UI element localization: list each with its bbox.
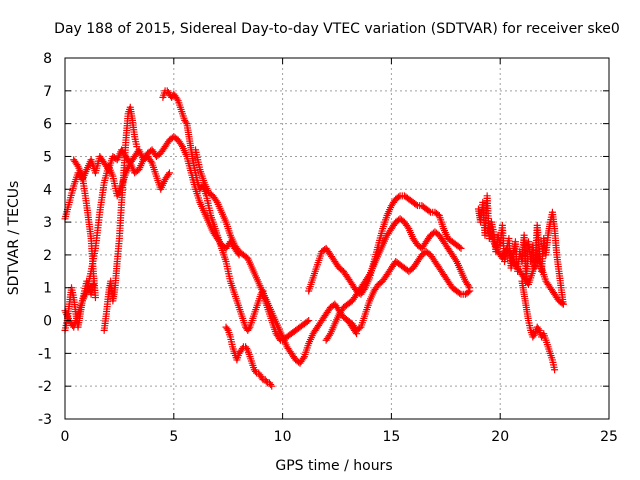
data-point — [164, 171, 172, 179]
series-track-c — [61, 277, 97, 334]
data-point — [530, 331, 538, 339]
data-point — [268, 382, 276, 390]
data-point — [465, 282, 473, 290]
data-point — [267, 381, 275, 389]
data-point — [133, 143, 141, 151]
data-point — [464, 288, 472, 296]
y-tick-label: 4 — [43, 182, 52, 198]
data-point — [559, 300, 567, 308]
data-point — [456, 289, 464, 297]
data-point — [223, 325, 231, 333]
data-point — [452, 256, 460, 264]
data-point — [243, 344, 251, 352]
data-point — [91, 294, 99, 302]
x-tick-label: 15 — [382, 429, 400, 445]
y-tick-label: 2 — [43, 248, 52, 264]
series-track-f — [159, 87, 313, 344]
data-point — [212, 197, 220, 205]
plot-frame — [64, 57, 610, 420]
data-point — [425, 207, 433, 215]
data-point — [147, 157, 155, 165]
data-point — [457, 244, 465, 252]
y-tick-label: 5 — [43, 149, 52, 165]
y-tick-label: 3 — [43, 215, 52, 231]
x-tick-label: 10 — [274, 429, 292, 445]
x-axis-label: GPS time / hours — [275, 458, 392, 474]
data-point — [262, 377, 270, 385]
data-point — [551, 366, 559, 374]
data-point — [73, 161, 81, 169]
data-point — [299, 354, 307, 362]
data-point — [258, 374, 266, 382]
grid — [65, 58, 609, 419]
series-track-e — [100, 103, 141, 334]
y-tick-label: 0 — [43, 314, 52, 330]
y-tick-label: 6 — [43, 117, 52, 133]
data-point — [534, 325, 542, 333]
y-tick-label: -3 — [38, 412, 52, 428]
x-tick-label: 25 — [600, 429, 618, 445]
series-track-d — [70, 156, 99, 302]
data-point — [456, 243, 464, 251]
y-axis-label: SDTVAR / TECUs — [6, 181, 22, 296]
series-track-h — [222, 323, 276, 390]
data-point — [365, 272, 373, 280]
axis-ticks — [64, 57, 610, 420]
data-point — [404, 223, 412, 231]
data-point — [173, 95, 181, 103]
data-point — [89, 280, 97, 288]
series-track-j — [322, 215, 474, 344]
tick-labels: 0 5 10 15 20 25 -3 -2 -1 0 1 2 3 4 5 6 7 8 — [38, 51, 618, 445]
data-point — [251, 367, 259, 375]
data-points — [61, 87, 567, 390]
data-point — [182, 118, 190, 126]
data-point — [325, 331, 333, 339]
series-track-g — [192, 146, 361, 367]
y-tick-label: -1 — [38, 346, 52, 362]
chart-title: Day 188 of 2015, Sidereal Day-to-day VTE… — [54, 21, 620, 37]
series-track-k — [344, 248, 474, 334]
data-point — [303, 318, 311, 326]
y-tick-label: 7 — [43, 84, 52, 100]
series-track-n — [518, 277, 559, 374]
y-tick-label: 1 — [43, 281, 52, 297]
data-point — [245, 325, 253, 333]
x-tick-label: 20 — [491, 429, 509, 445]
data-point — [466, 287, 474, 295]
data-point — [177, 141, 185, 149]
y-tick-label: -2 — [38, 379, 52, 395]
data-point — [412, 201, 420, 209]
y-tick-label: 8 — [43, 51, 52, 67]
data-point — [395, 193, 403, 201]
data-point — [305, 317, 313, 325]
x-tick-label: 0 — [61, 429, 70, 445]
series-track-m — [485, 225, 567, 308]
data-point — [506, 249, 514, 257]
data-point — [165, 169, 173, 177]
data-point — [558, 299, 566, 307]
x-tick-label: 5 — [169, 429, 178, 445]
